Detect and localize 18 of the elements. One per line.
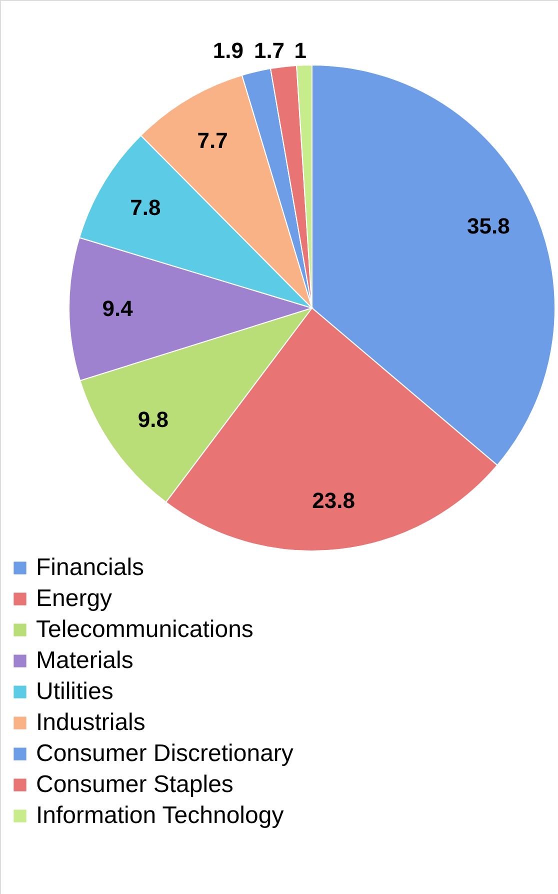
data-label: 35.8	[466, 213, 510, 238]
legend-label: Consumer Discretionary	[36, 740, 294, 767]
legend-label: Materials	[36, 647, 134, 674]
data-label: 7.7	[197, 128, 228, 153]
data-label: 9.4	[102, 296, 134, 321]
legend-label: Energy	[36, 585, 112, 612]
data-label: 1	[294, 38, 307, 63]
legend-label: Information Technology	[36, 802, 284, 829]
legend-label: Industrials	[36, 709, 146, 736]
data-label: 7.8	[130, 194, 161, 220]
legend-label: Financials	[36, 554, 144, 581]
legend-label: Telecommunications	[36, 616, 254, 643]
data-label: 1.7	[254, 38, 285, 63]
data-label: 23.8	[312, 488, 355, 514]
legend-label: Utilities	[36, 678, 114, 705]
data-label: 1.9	[212, 38, 244, 63]
legend-label: Consumer Staples	[36, 771, 234, 798]
data-label: 9.8	[138, 407, 168, 432]
